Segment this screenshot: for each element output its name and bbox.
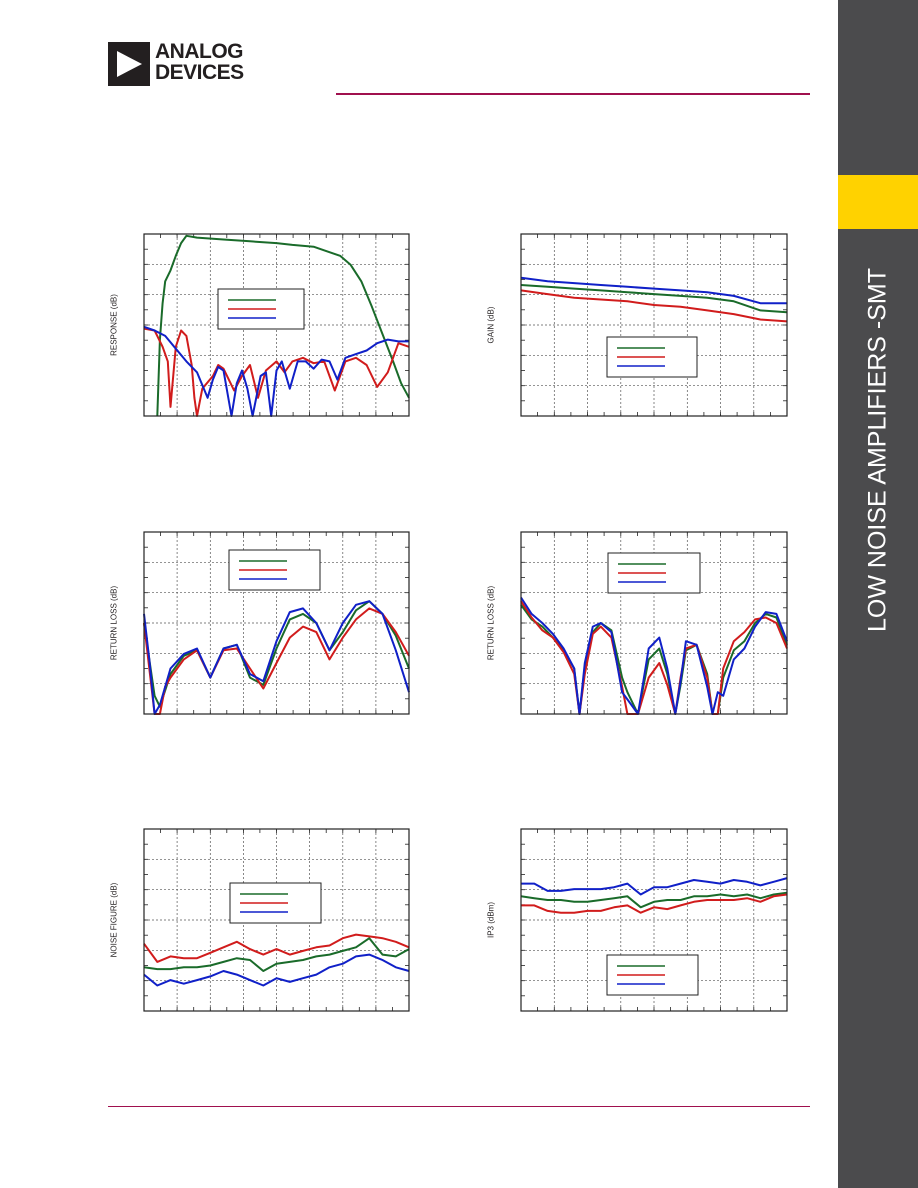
series-line-blue <box>143 325 409 417</box>
series-line-red <box>520 289 788 323</box>
series-line-blue <box>143 953 410 987</box>
plot-frame <box>520 233 788 417</box>
series-line-green <box>520 891 788 909</box>
plot-frame <box>143 531 410 715</box>
series-line-green <box>156 234 410 417</box>
legend <box>607 552 701 594</box>
plot-1 <box>143 233 410 417</box>
y-axis-label: RESPONSE (dB) <box>109 294 119 356</box>
section-title: LOW NOISE AMPLIFIERS -SMT <box>863 268 892 632</box>
series-line-green <box>520 284 788 314</box>
header-rule <box>336 93 810 95</box>
legend <box>217 288 305 330</box>
brand-wordmark: ANALOG DEVICES <box>155 41 244 83</box>
y-axis-label: IP3 (dBm) <box>486 901 496 939</box>
series-line-red <box>143 933 410 963</box>
y-axis-label: RETURN LOSS (dB) <box>486 585 496 661</box>
plot-3 <box>143 531 410 715</box>
plot-frame <box>143 233 410 417</box>
y-axis-label: GAIN (dB) <box>486 306 496 344</box>
plot-frame <box>143 828 410 1012</box>
y-axis-label: RETURN LOSS (dB) <box>109 585 119 661</box>
legend <box>229 882 322 924</box>
footer-rule <box>108 1106 810 1107</box>
series-line-green <box>143 937 410 972</box>
plot-5 <box>143 828 410 1012</box>
series-line-blue <box>520 276 787 305</box>
analog-devices-logo-mark <box>108 42 150 86</box>
analog-devices-logo: ANALOG DEVICES <box>108 41 268 88</box>
legend <box>228 549 321 591</box>
series-line-blue <box>521 877 788 896</box>
series-line-red <box>143 327 410 417</box>
series-line-blue <box>143 600 410 715</box>
plot-4 <box>520 531 788 715</box>
brand-line-2: DEVICES <box>155 61 244 84</box>
side-tab-marker <box>838 175 918 229</box>
legend <box>606 954 699 996</box>
legend <box>606 336 698 378</box>
plot-6 <box>520 828 788 1012</box>
plot-frame <box>520 531 788 715</box>
plot-2 <box>520 233 788 417</box>
plot-frame <box>520 828 788 1012</box>
series-line-red <box>521 893 788 914</box>
brand-line-1: ANALOG <box>155 40 243 63</box>
y-axis-label: NOISE FIGURE (dB) <box>109 882 119 958</box>
series-line-blue <box>520 596 788 715</box>
